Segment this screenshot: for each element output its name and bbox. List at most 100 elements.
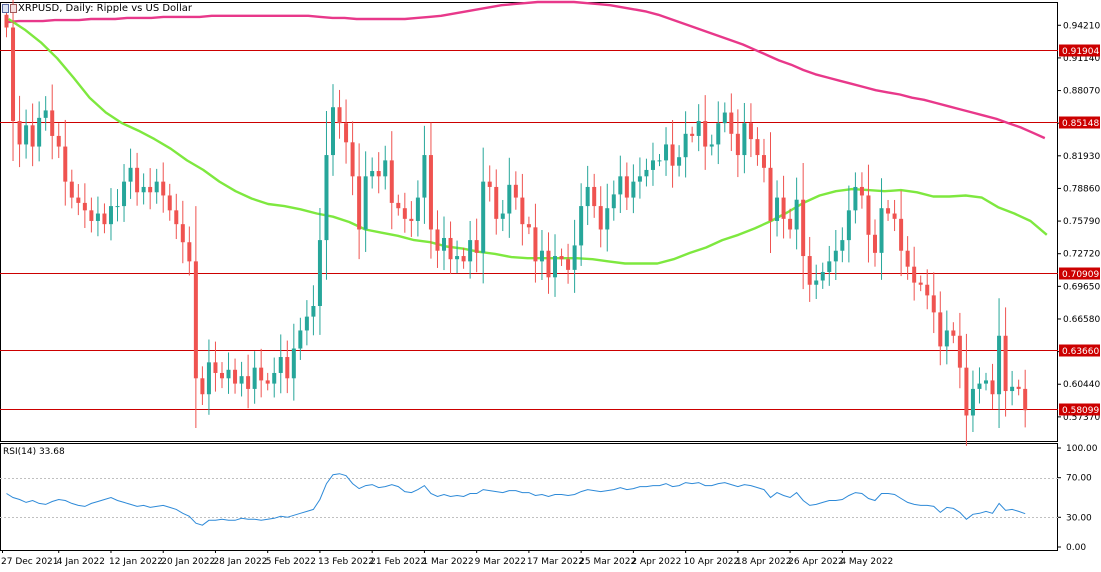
- candle-bear: [102, 213, 107, 225]
- candle-bull: [657, 160, 662, 162]
- candle-bull: [24, 125, 29, 145]
- candle-bear: [337, 107, 342, 124]
- candle-bear: [50, 110, 55, 136]
- price-axis-label: 0.66580: [1063, 315, 1100, 325]
- candle-bear: [63, 146, 68, 182]
- candle-bear: [592, 186, 597, 207]
- rsi-label: RSI(14) 33.68: [3, 447, 65, 457]
- level-price-text: 0.91904: [1062, 47, 1099, 57]
- level-price-tag: [1059, 344, 1100, 357]
- candle-bull: [324, 155, 329, 241]
- candle-bear: [135, 167, 140, 193]
- candle-bull: [455, 256, 460, 260]
- candle-bear: [167, 195, 172, 211]
- candle-bear: [670, 144, 675, 166]
- candle-bull: [827, 261, 832, 272]
- candle-bear: [918, 282, 923, 285]
- rsi-axis-label: 0.00: [1066, 543, 1086, 553]
- candle-bull: [572, 245, 577, 270]
- candle-bear: [428, 155, 433, 230]
- candle-bear: [193, 261, 198, 379]
- candle-bull: [611, 194, 616, 209]
- candle-bull: [291, 348, 296, 379]
- candle-bear: [448, 237, 453, 260]
- candle-bull: [304, 316, 309, 331]
- candle-bull: [618, 176, 623, 195]
- price-axis-label: 0.78860: [1063, 184, 1100, 194]
- candle-bear: [461, 256, 466, 262]
- level-price-tag: [1059, 403, 1100, 416]
- chart-props-icon[interactable]: [10, 4, 17, 13]
- candle-bull: [422, 155, 427, 198]
- candle-bear: [350, 142, 355, 177]
- candle-bear: [931, 295, 936, 313]
- candle-bear: [598, 206, 603, 230]
- candle-bear: [886, 208, 891, 214]
- candle-bear: [801, 199, 806, 257]
- candle-bull: [141, 186, 146, 193]
- candle-bear: [533, 227, 538, 262]
- level-price-text: 0.85148: [1062, 119, 1099, 129]
- candle-bull: [716, 123, 721, 145]
- candle-bull: [631, 181, 636, 198]
- candle-bear: [494, 186, 499, 219]
- candle-bull: [481, 181, 486, 253]
- candle-bull: [239, 376, 244, 384]
- candle-bear: [703, 121, 708, 147]
- candle-bull: [43, 110, 48, 118]
- candle-bear: [82, 202, 87, 211]
- candle-bear: [781, 197, 786, 219]
- candle-bear: [409, 218, 414, 221]
- candle-bear: [213, 362, 218, 373]
- candle-bull: [846, 210, 851, 241]
- candle-bear: [148, 186, 153, 193]
- candle-bear: [69, 181, 74, 198]
- candle-bull: [664, 144, 669, 161]
- date-axis-label: 1 Mar 2022: [422, 557, 473, 567]
- rsi-axis-label: 70.00: [1066, 474, 1092, 484]
- candle-bull: [944, 330, 949, 347]
- candle-bear: [807, 256, 812, 285]
- candle-bull: [820, 271, 825, 281]
- candle-bear: [964, 367, 969, 416]
- price-axis-label: 0.81930: [1063, 152, 1100, 162]
- level-price-text: 0.70909: [1062, 270, 1099, 280]
- date-axis-label: 5 Feb 2022: [266, 557, 316, 567]
- candle-bear: [89, 210, 94, 221]
- candle-bear: [200, 378, 205, 395]
- candle-bull: [977, 383, 982, 389]
- candle-bull: [579, 206, 584, 246]
- date-axis-label: 28 Jan 2022: [213, 557, 267, 567]
- date-axis-label: 27 Dec 2021: [1, 557, 59, 567]
- candle-bear: [526, 224, 531, 228]
- price-axis-label: 0.75790: [1063, 217, 1100, 227]
- candle-bear: [520, 197, 525, 225]
- level-price-tag: [1059, 267, 1100, 280]
- candle-bear: [768, 167, 773, 221]
- candle-bear: [872, 234, 877, 253]
- candle-bull: [637, 176, 642, 182]
- price-axis-label: 0.57370: [1063, 413, 1100, 423]
- price-axis-label: 0.88070: [1063, 87, 1100, 97]
- candle-bear: [990, 380, 995, 395]
- candle-bull: [553, 256, 558, 278]
- chart-menu-icon[interactable]: [2, 4, 9, 13]
- candle-bear: [259, 367, 264, 381]
- candle-bull: [997, 335, 1002, 395]
- candle-bear: [396, 202, 401, 209]
- candle-bull: [108, 206, 113, 225]
- candle-bear: [265, 380, 270, 384]
- candle-bull: [794, 199, 799, 230]
- candle-bull: [814, 280, 819, 285]
- candle-bear: [938, 312, 943, 347]
- candle-bear: [180, 224, 185, 243]
- level-price-text: 0.58099: [1062, 406, 1099, 416]
- candle-bear: [513, 184, 518, 198]
- candle-bull: [37, 117, 42, 147]
- candle-bear: [487, 181, 492, 187]
- candle-bull: [331, 107, 335, 156]
- date-axis-label: 9 Mar 2022: [475, 557, 526, 567]
- candle-bear: [56, 135, 61, 147]
- candle-bull: [206, 362, 211, 395]
